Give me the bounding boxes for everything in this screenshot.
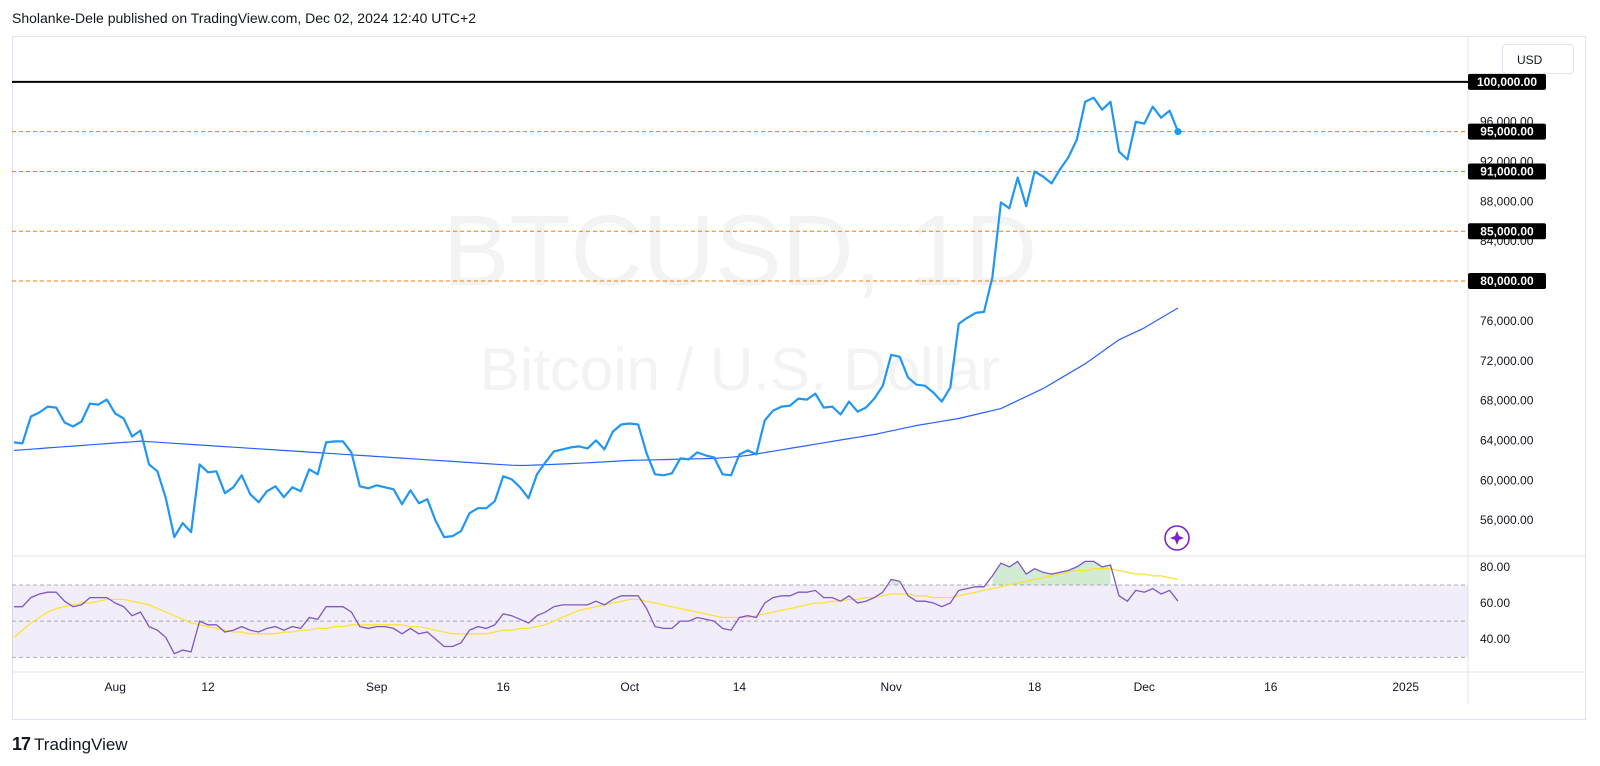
level-label: 100,000.00 — [1477, 75, 1537, 89]
level-label: 80,000.00 — [1480, 274, 1534, 288]
price-tick-label: 76,000.00 — [1480, 314, 1534, 328]
tradingview-logo-icon: 17 — [12, 734, 31, 754]
rsi-tick-label: 60.00 — [1480, 596, 1510, 610]
footer-brand[interactable]: 17 TradingView — [12, 734, 128, 755]
time-tick-label: Sep — [366, 680, 388, 694]
watermark-symbol: BTCUSD, 1D — [443, 195, 1038, 307]
rsi-overbought-fill — [992, 561, 1111, 585]
chart-frame — [12, 36, 1586, 720]
publish-header: Sholanke-Dele published on TradingView.c… — [12, 10, 476, 26]
level-tag — [1468, 273, 1546, 290]
time-tick-label: Dec — [1134, 680, 1155, 694]
price-tick-label: 72,000.00 — [1480, 354, 1534, 368]
time-tick-label: Oct — [620, 680, 639, 694]
last-price-dot — [1174, 128, 1182, 136]
level-label: 85,000.00 — [1480, 224, 1534, 238]
rsi-tick-label: 40.00 — [1480, 632, 1510, 646]
level-tag — [1468, 223, 1546, 240]
rsi-tick-label: 80.00 — [1480, 560, 1510, 574]
price-line — [13, 96, 1180, 539]
brand-name: TradingView — [34, 734, 128, 754]
rsi-ma-line — [13, 568, 1179, 638]
time-tick-label: 2025 — [1392, 680, 1419, 694]
time-tick-label: Aug — [105, 680, 126, 694]
price-tick-label: 88,000.00 — [1480, 194, 1534, 208]
level-label: 91,000.00 — [1480, 164, 1534, 178]
time-tick-label: 16 — [1264, 680, 1278, 694]
price-tick-label: 64,000.00 — [1480, 433, 1534, 447]
time-tick-label: 14 — [733, 680, 747, 694]
price-tick-label: 56,000.00 — [1480, 513, 1534, 527]
sparkle-icon — [1164, 525, 1190, 551]
moving-average-line — [13, 307, 1179, 467]
time-tick-label: 18 — [1028, 680, 1042, 694]
level-tag — [1468, 73, 1546, 90]
level-tag — [1468, 123, 1546, 140]
currency-selector[interactable]: USD — [1502, 44, 1574, 74]
time-tick-label: 16 — [497, 680, 511, 694]
time-tick-label: 12 — [201, 680, 215, 694]
sparkle-icon-star — [1170, 531, 1184, 545]
sparkle-icon-ring — [1164, 525, 1190, 551]
price-tick-label: 68,000.00 — [1480, 394, 1534, 408]
time-tick-label: Nov — [881, 680, 902, 694]
rsi-line — [14, 560, 1179, 655]
watermark-name: Bitcoin / U.S. Dollar — [480, 336, 1000, 403]
level-tag — [1468, 163, 1546, 180]
level-label: 95,000.00 — [1480, 125, 1534, 139]
price-tick-label: 60,000.00 — [1480, 473, 1534, 487]
